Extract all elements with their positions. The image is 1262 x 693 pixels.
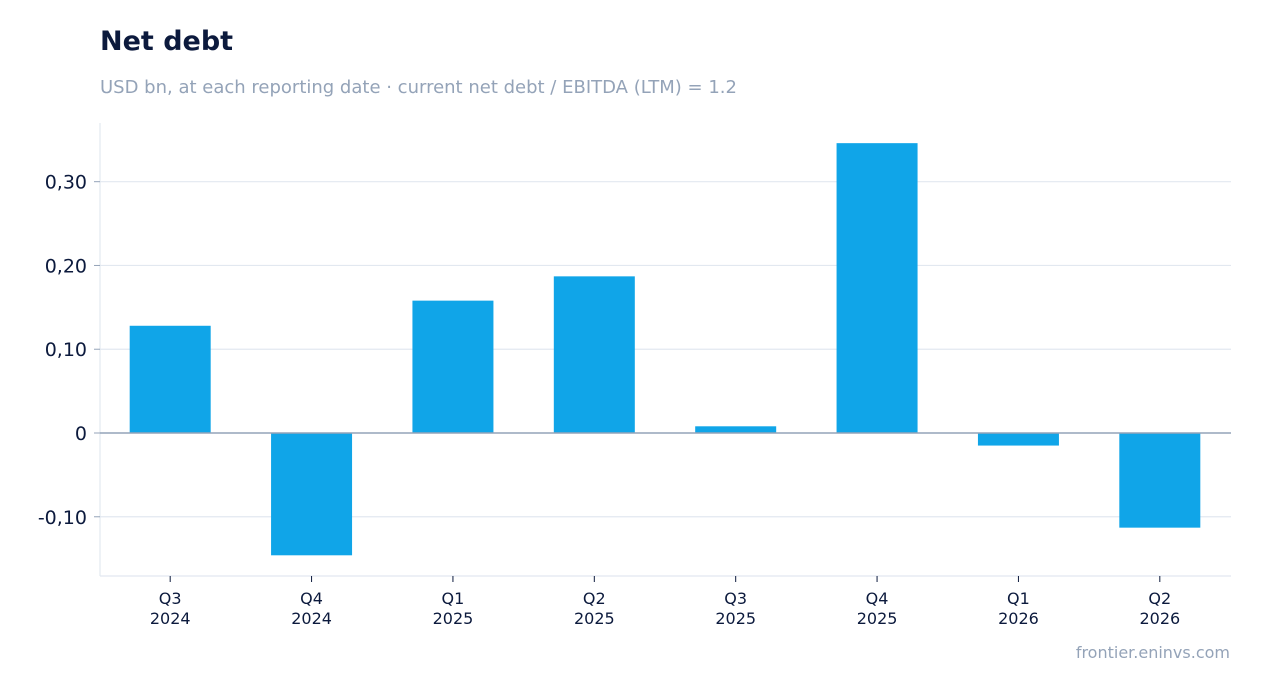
y-tick-label: 0,20 xyxy=(45,255,87,277)
bar-q3-2025 xyxy=(695,426,777,433)
x-tick-label: Q1 2025 xyxy=(433,589,474,628)
grid-layer xyxy=(100,181,1231,518)
y-tick-label: 0 xyxy=(75,423,87,445)
bar-layer xyxy=(129,143,1201,556)
x-tick-label: Q4 2024 xyxy=(291,589,332,628)
x-tick-year: 2024 xyxy=(150,609,191,628)
source-credit: frontier.eninvs.com xyxy=(1075,643,1230,662)
x-tick-label: Q4 2025 xyxy=(857,589,898,628)
x-tick-label: Q2 2026 xyxy=(1139,589,1180,628)
x-tick-label: Q2 2025 xyxy=(574,589,615,628)
x-tick-label: Q3 2024 xyxy=(150,589,191,628)
x-tick-year: 2026 xyxy=(1139,609,1180,628)
y-tick-label: 0,10 xyxy=(45,339,87,361)
x-tick-quarter: Q1 xyxy=(1007,589,1030,608)
bar-q2-2026 xyxy=(1119,433,1201,528)
chart-subtitle: USD bn, at each reporting date · current… xyxy=(100,77,737,98)
bar-q4-2025 xyxy=(836,143,918,433)
x-tick-quarter: Q4 xyxy=(300,589,323,608)
x-tick-quarter: Q2 xyxy=(583,589,606,608)
x-tick-year: 2024 xyxy=(291,609,332,628)
x-tick-quarter: Q4 xyxy=(866,589,889,608)
bar-q1-2025 xyxy=(412,300,494,433)
x-tick-label: Q3 2025 xyxy=(715,589,756,628)
y-tick-label: 0,30 xyxy=(45,172,87,194)
x-tick-quarter: Q2 xyxy=(1148,589,1171,608)
x-tick-year: 2025 xyxy=(433,609,474,628)
x-tick-year: 2026 xyxy=(998,609,1039,628)
bar-q3-2024 xyxy=(129,325,211,433)
x-tick-year: 2025 xyxy=(574,609,615,628)
x-tick-label: Q1 2026 xyxy=(998,589,1039,628)
bar-q4-2024 xyxy=(271,433,353,556)
chart-title: Net debt xyxy=(100,26,234,57)
bar-q2-2025 xyxy=(553,276,635,433)
x-tick-quarter: Q1 xyxy=(442,589,465,608)
x-tick-quarter: Q3 xyxy=(159,589,182,608)
y-tick-label: -0,10 xyxy=(38,507,87,529)
x-tick-year: 2025 xyxy=(715,609,756,628)
x-tick-year: 2025 xyxy=(857,609,898,628)
bar-q1-2026 xyxy=(977,433,1059,446)
x-tick-quarter: Q3 xyxy=(724,589,747,608)
